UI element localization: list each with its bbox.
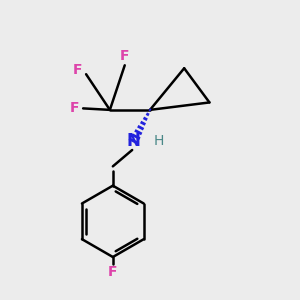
Text: F: F	[108, 266, 118, 280]
Text: H: H	[154, 134, 164, 148]
Text: F: F	[120, 50, 130, 63]
Text: F: F	[72, 63, 82, 77]
Text: F: F	[70, 101, 79, 116]
Text: N: N	[127, 132, 141, 150]
